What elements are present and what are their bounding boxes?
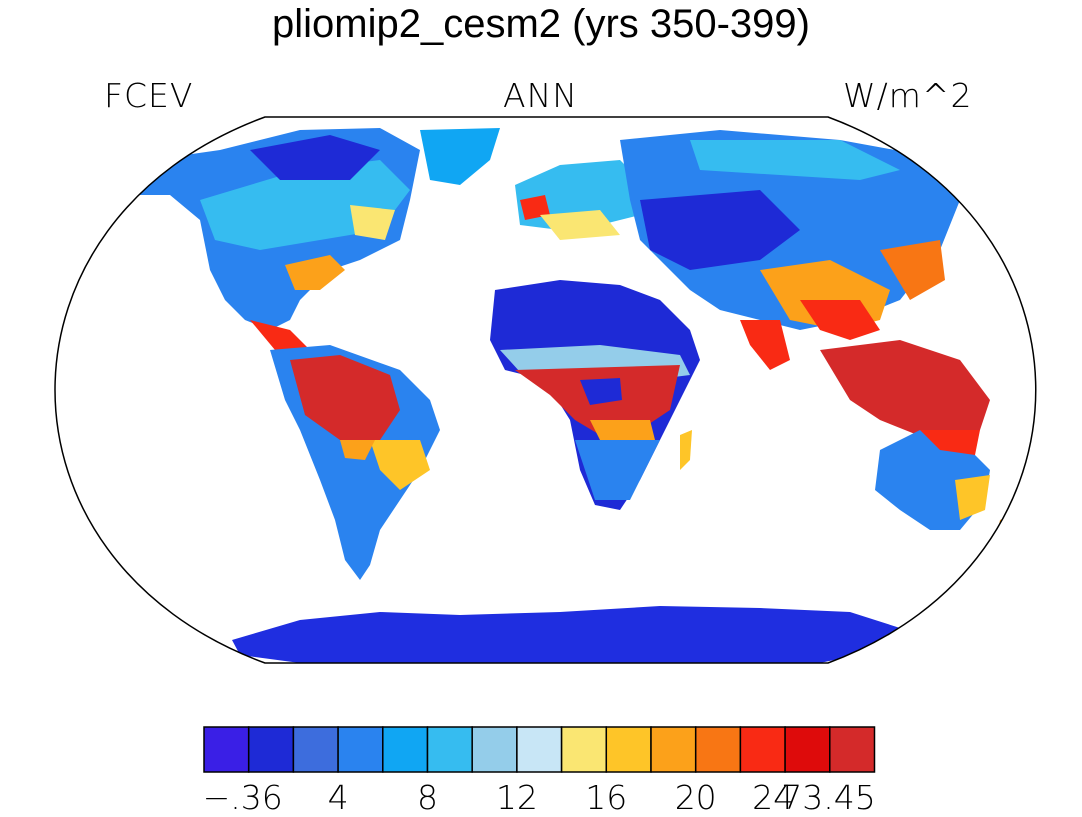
colorbar-box	[426, 726, 473, 773]
units-label: W/m^2	[843, 76, 973, 115]
plot-title: pliomip2_cesm2 (yrs 350-399)	[271, 2, 810, 46]
colorbar-box	[516, 726, 563, 773]
colorbar-box	[605, 726, 652, 773]
colorbar-box	[292, 726, 339, 773]
colorbar-box	[471, 726, 518, 773]
colorbar-box	[382, 726, 429, 773]
season-label: ANN	[503, 76, 578, 115]
map-boundary	[54, 116, 1037, 664]
colorbar-tick-label: 8	[417, 778, 438, 817]
colorbar-tick-label: −.36	[202, 778, 283, 817]
colorbar-box	[694, 726, 742, 773]
colorbar-tick-label: 24	[752, 778, 795, 817]
colorbar-box	[829, 726, 876, 773]
colorbar-tick-label: 20	[674, 778, 717, 817]
colorbar-box	[739, 726, 786, 773]
colorbar-tick-label: 4	[327, 778, 349, 817]
land-fill	[110, 128, 1035, 663]
colorbar-tick-label: 73.45	[781, 778, 876, 817]
colorbar-box	[560, 726, 608, 773]
colorbar-box	[337, 726, 384, 773]
colorbar-box	[203, 726, 250, 773]
colorbar-box	[247, 726, 295, 773]
colorbar-box	[784, 726, 831, 773]
colorbar-tick-label: 12	[495, 778, 538, 817]
colorbar-box	[650, 726, 697, 773]
variable-label: FCEV	[104, 76, 194, 115]
colorbar-tick-label: 16	[585, 778, 628, 817]
